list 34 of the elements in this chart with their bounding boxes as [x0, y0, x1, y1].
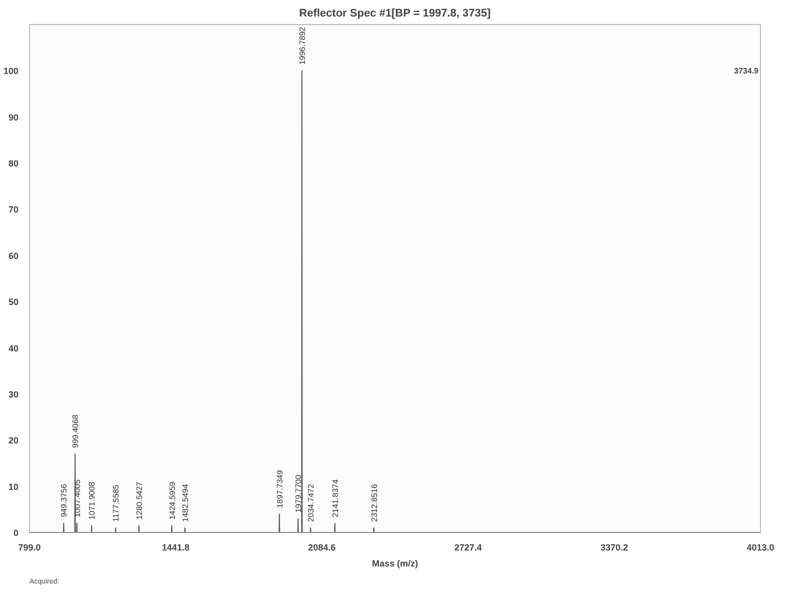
y-tick-label: 50	[8, 297, 19, 308]
annotation: 1177.5585	[112, 484, 121, 522]
y-tick-label: 20	[8, 436, 19, 446]
annotation: 1482.5494	[180, 484, 190, 522]
annotation: 999.4068	[71, 414, 80, 448]
annotation: 1280.5427	[135, 481, 144, 520]
y-tick-label: 80	[8, 158, 19, 169]
y-tick-label: 90	[8, 112, 19, 122]
annotation: 949.3756	[60, 483, 69, 518]
y-tick-label: 40	[8, 343, 19, 354]
annotation: 2312.8516	[370, 484, 379, 522]
annotation: 1007.4005	[72, 478, 82, 518]
annotation: 3734.9	[734, 66, 760, 76]
annotation: 1996.7892	[298, 26, 307, 65]
x-tick-label: 799.0	[18, 542, 41, 552]
chart-title: Reflector Spec #1[BP = 1997.8, 3735]	[299, 8, 491, 20]
annotation: 2141.8374	[330, 478, 340, 518]
annotation: 1424.5959	[168, 481, 177, 520]
x-tick-label: 2084.6	[308, 542, 336, 552]
x-tick-label: 3370.2	[600, 542, 628, 552]
x-axis-title: Mass (m/z)	[372, 558, 418, 568]
x-tick-label: 2727.4	[454, 542, 482, 552]
annotation: 2034.7472	[306, 484, 316, 522]
x-tick-label: 4013.0	[746, 542, 774, 552]
y-tick-label: 30	[8, 389, 19, 400]
y-tick-label: 100	[3, 66, 19, 76]
annotation: 1979.7700	[294, 474, 304, 513]
annotation: 1071.9008	[88, 481, 97, 520]
y-tick-label: 70	[8, 204, 19, 215]
annotation: 1897.7349	[275, 470, 284, 508]
y-tick-label: 10	[8, 482, 19, 492]
y-tick-label: 60	[8, 250, 19, 261]
x-tick-label: 1441.8	[162, 542, 190, 552]
y-tick-label: 0	[13, 528, 19, 538]
